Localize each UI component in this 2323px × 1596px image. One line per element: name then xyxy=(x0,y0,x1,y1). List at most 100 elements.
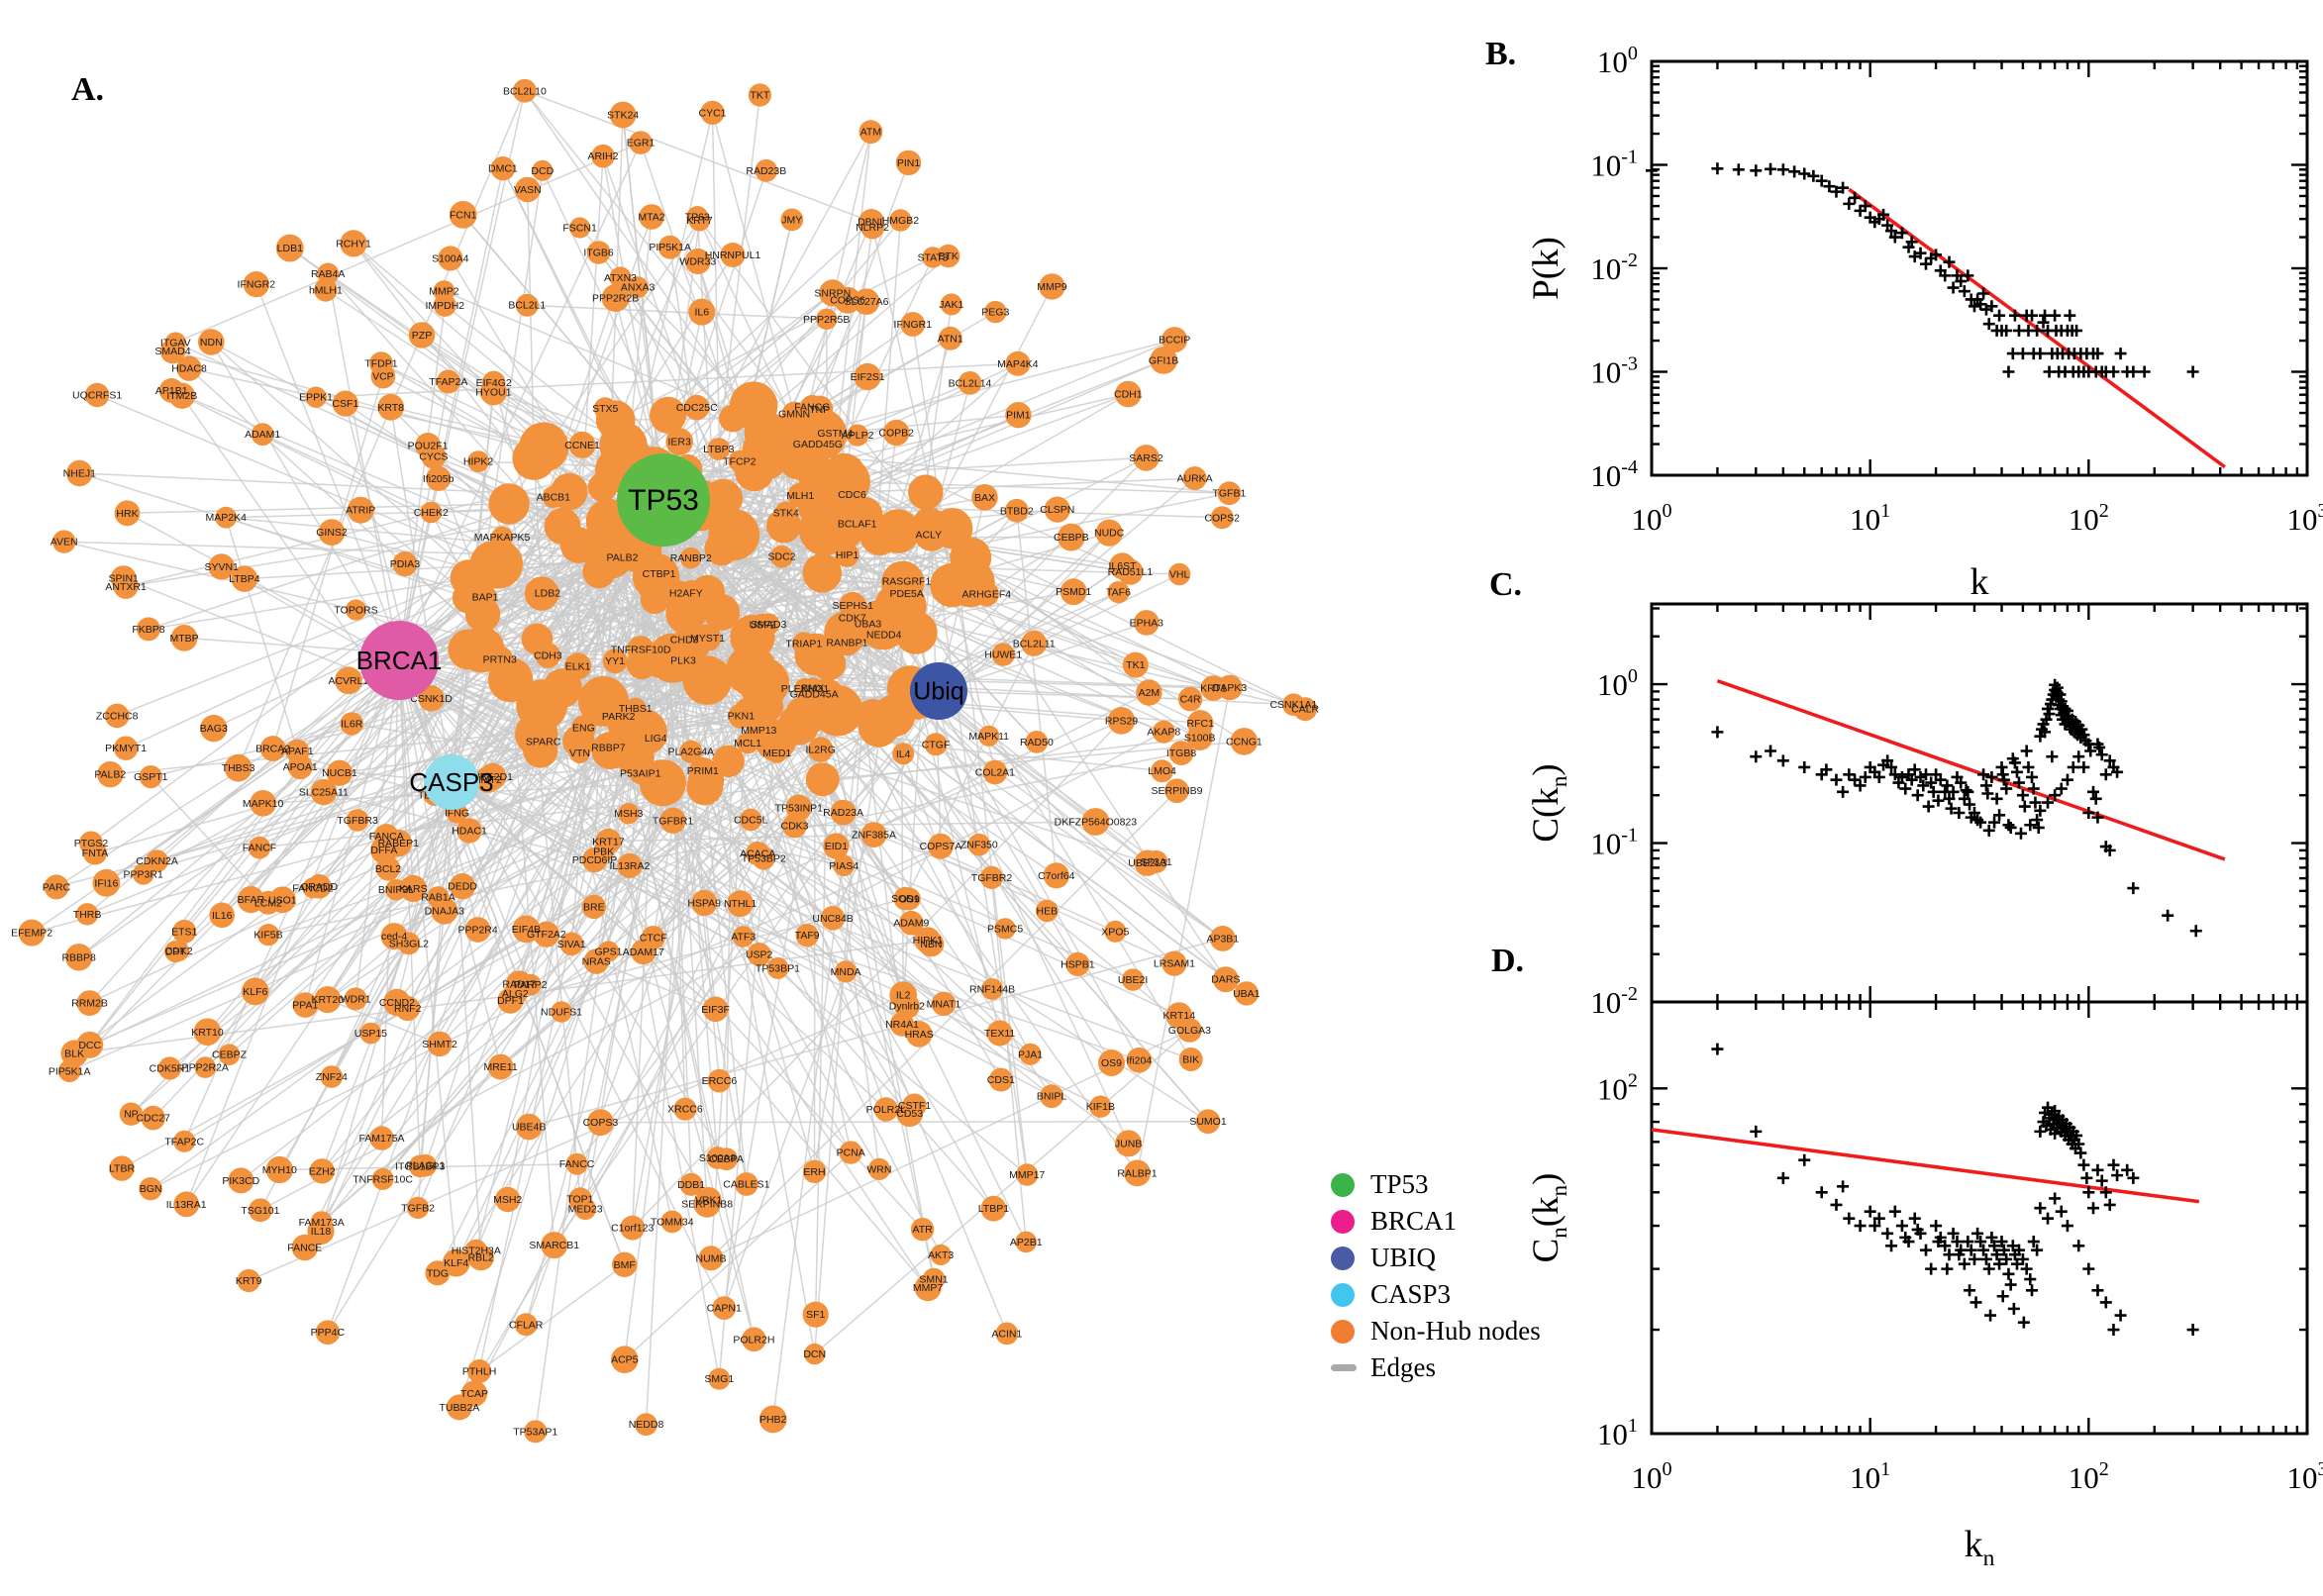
network-node[interactable] xyxy=(860,822,887,848)
network-node[interactable] xyxy=(694,658,726,690)
network-node[interactable] xyxy=(542,485,564,509)
network-node[interactable] xyxy=(1134,610,1160,636)
network-node[interactable] xyxy=(237,886,264,914)
network-node[interactable] xyxy=(421,444,447,469)
network-node[interactable] xyxy=(369,1126,394,1150)
network-node[interactable] xyxy=(650,396,687,434)
network-node[interactable] xyxy=(237,1268,260,1293)
network-node[interactable] xyxy=(702,996,729,1023)
network-node[interactable] xyxy=(265,1155,293,1184)
network-node[interactable] xyxy=(674,581,698,605)
network-node[interactable] xyxy=(627,636,655,663)
hub-node-ubiq[interactable]: Ubiq xyxy=(910,662,967,720)
network-node[interactable] xyxy=(1065,951,1090,977)
network-node[interactable] xyxy=(766,742,788,763)
network-node[interactable] xyxy=(766,956,789,979)
network-node[interactable] xyxy=(889,209,912,232)
network-node[interactable] xyxy=(704,532,739,566)
network-node[interactable] xyxy=(535,580,560,606)
network-node[interactable] xyxy=(209,902,235,929)
network-node[interactable] xyxy=(747,449,779,482)
network-node[interactable] xyxy=(932,508,973,549)
network-node[interactable] xyxy=(728,703,755,729)
network-node[interactable] xyxy=(513,78,537,103)
network-node[interactable] xyxy=(839,591,866,620)
network-node[interactable] xyxy=(635,1413,657,1437)
network-node[interactable] xyxy=(802,1159,827,1184)
network-node[interactable] xyxy=(1151,759,1174,783)
network-node[interactable] xyxy=(310,1211,333,1234)
network-node[interactable] xyxy=(515,293,539,317)
network-node[interactable] xyxy=(629,762,652,785)
network-node[interactable] xyxy=(981,978,1004,1000)
network-node[interactable] xyxy=(823,833,850,859)
network-node[interactable] xyxy=(224,753,252,782)
network-node[interactable] xyxy=(1095,519,1123,547)
network-node[interactable] xyxy=(92,868,121,897)
network-node[interactable] xyxy=(770,545,793,568)
network-node[interactable] xyxy=(399,874,427,903)
network-node[interactable] xyxy=(1019,1043,1042,1065)
network-node[interactable] xyxy=(193,1018,222,1047)
network-node[interactable] xyxy=(565,1152,588,1175)
network-node[interactable] xyxy=(375,856,401,881)
network-node[interactable] xyxy=(982,759,1008,785)
network-node[interactable] xyxy=(693,1190,721,1218)
network-node[interactable] xyxy=(512,915,541,944)
network-node[interactable] xyxy=(835,543,859,567)
network-node[interactable] xyxy=(853,288,880,316)
network-node[interactable] xyxy=(119,1102,144,1126)
network-node[interactable] xyxy=(44,874,69,900)
network-node[interactable] xyxy=(910,1218,935,1242)
network-node[interactable] xyxy=(104,703,130,729)
network-node[interactable] xyxy=(377,393,405,421)
network-node[interactable] xyxy=(609,101,637,129)
network-node[interactable] xyxy=(291,1234,318,1261)
network-node[interactable] xyxy=(249,1198,272,1223)
network-node[interactable] xyxy=(442,1248,470,1277)
network-node[interactable] xyxy=(684,249,711,274)
network-node[interactable] xyxy=(449,873,476,900)
network-node[interactable] xyxy=(858,120,883,145)
network-node[interactable] xyxy=(657,235,682,259)
network-node[interactable] xyxy=(176,355,202,381)
network-node[interactable] xyxy=(858,706,900,748)
network-node[interactable] xyxy=(486,646,514,673)
network-node[interactable] xyxy=(629,131,653,154)
network-node[interactable] xyxy=(497,987,524,1014)
network-node[interactable] xyxy=(698,1246,724,1271)
network-node[interactable] xyxy=(844,510,870,538)
network-node[interactable] xyxy=(1177,686,1203,712)
network-node[interactable] xyxy=(1164,778,1189,803)
network-node[interactable] xyxy=(344,987,367,1011)
network-node[interactable] xyxy=(728,449,751,473)
network-node[interactable] xyxy=(1136,679,1162,706)
network-node[interactable] xyxy=(1293,697,1318,722)
network-node[interactable] xyxy=(609,266,632,289)
network-node[interactable] xyxy=(986,1020,1013,1047)
network-node[interactable] xyxy=(624,697,647,720)
network-node[interactable] xyxy=(704,478,743,518)
network-node[interactable] xyxy=(164,332,186,353)
network-node[interactable] xyxy=(418,685,445,712)
network-node[interactable] xyxy=(688,298,716,326)
network-node[interactable] xyxy=(1016,1163,1039,1186)
network-node[interactable] xyxy=(792,632,816,655)
network-node[interactable] xyxy=(114,500,141,527)
network-node[interactable] xyxy=(467,450,489,472)
network-node[interactable] xyxy=(928,833,954,859)
network-node[interactable] xyxy=(847,424,869,447)
network-node[interactable] xyxy=(574,1198,597,1221)
network-node[interactable] xyxy=(586,1109,614,1137)
network-node[interactable] xyxy=(1210,506,1234,530)
network-node[interactable] xyxy=(474,766,501,793)
network-node[interactable] xyxy=(1040,1084,1063,1109)
network-node[interactable] xyxy=(871,622,897,648)
network-node[interactable] xyxy=(712,745,745,778)
network-node[interactable] xyxy=(627,276,649,298)
network-node[interactable] xyxy=(340,230,367,257)
network-node[interactable] xyxy=(1150,347,1177,374)
network-node[interactable] xyxy=(744,411,788,455)
network-node[interactable] xyxy=(256,924,280,947)
network-node[interactable] xyxy=(450,559,487,597)
